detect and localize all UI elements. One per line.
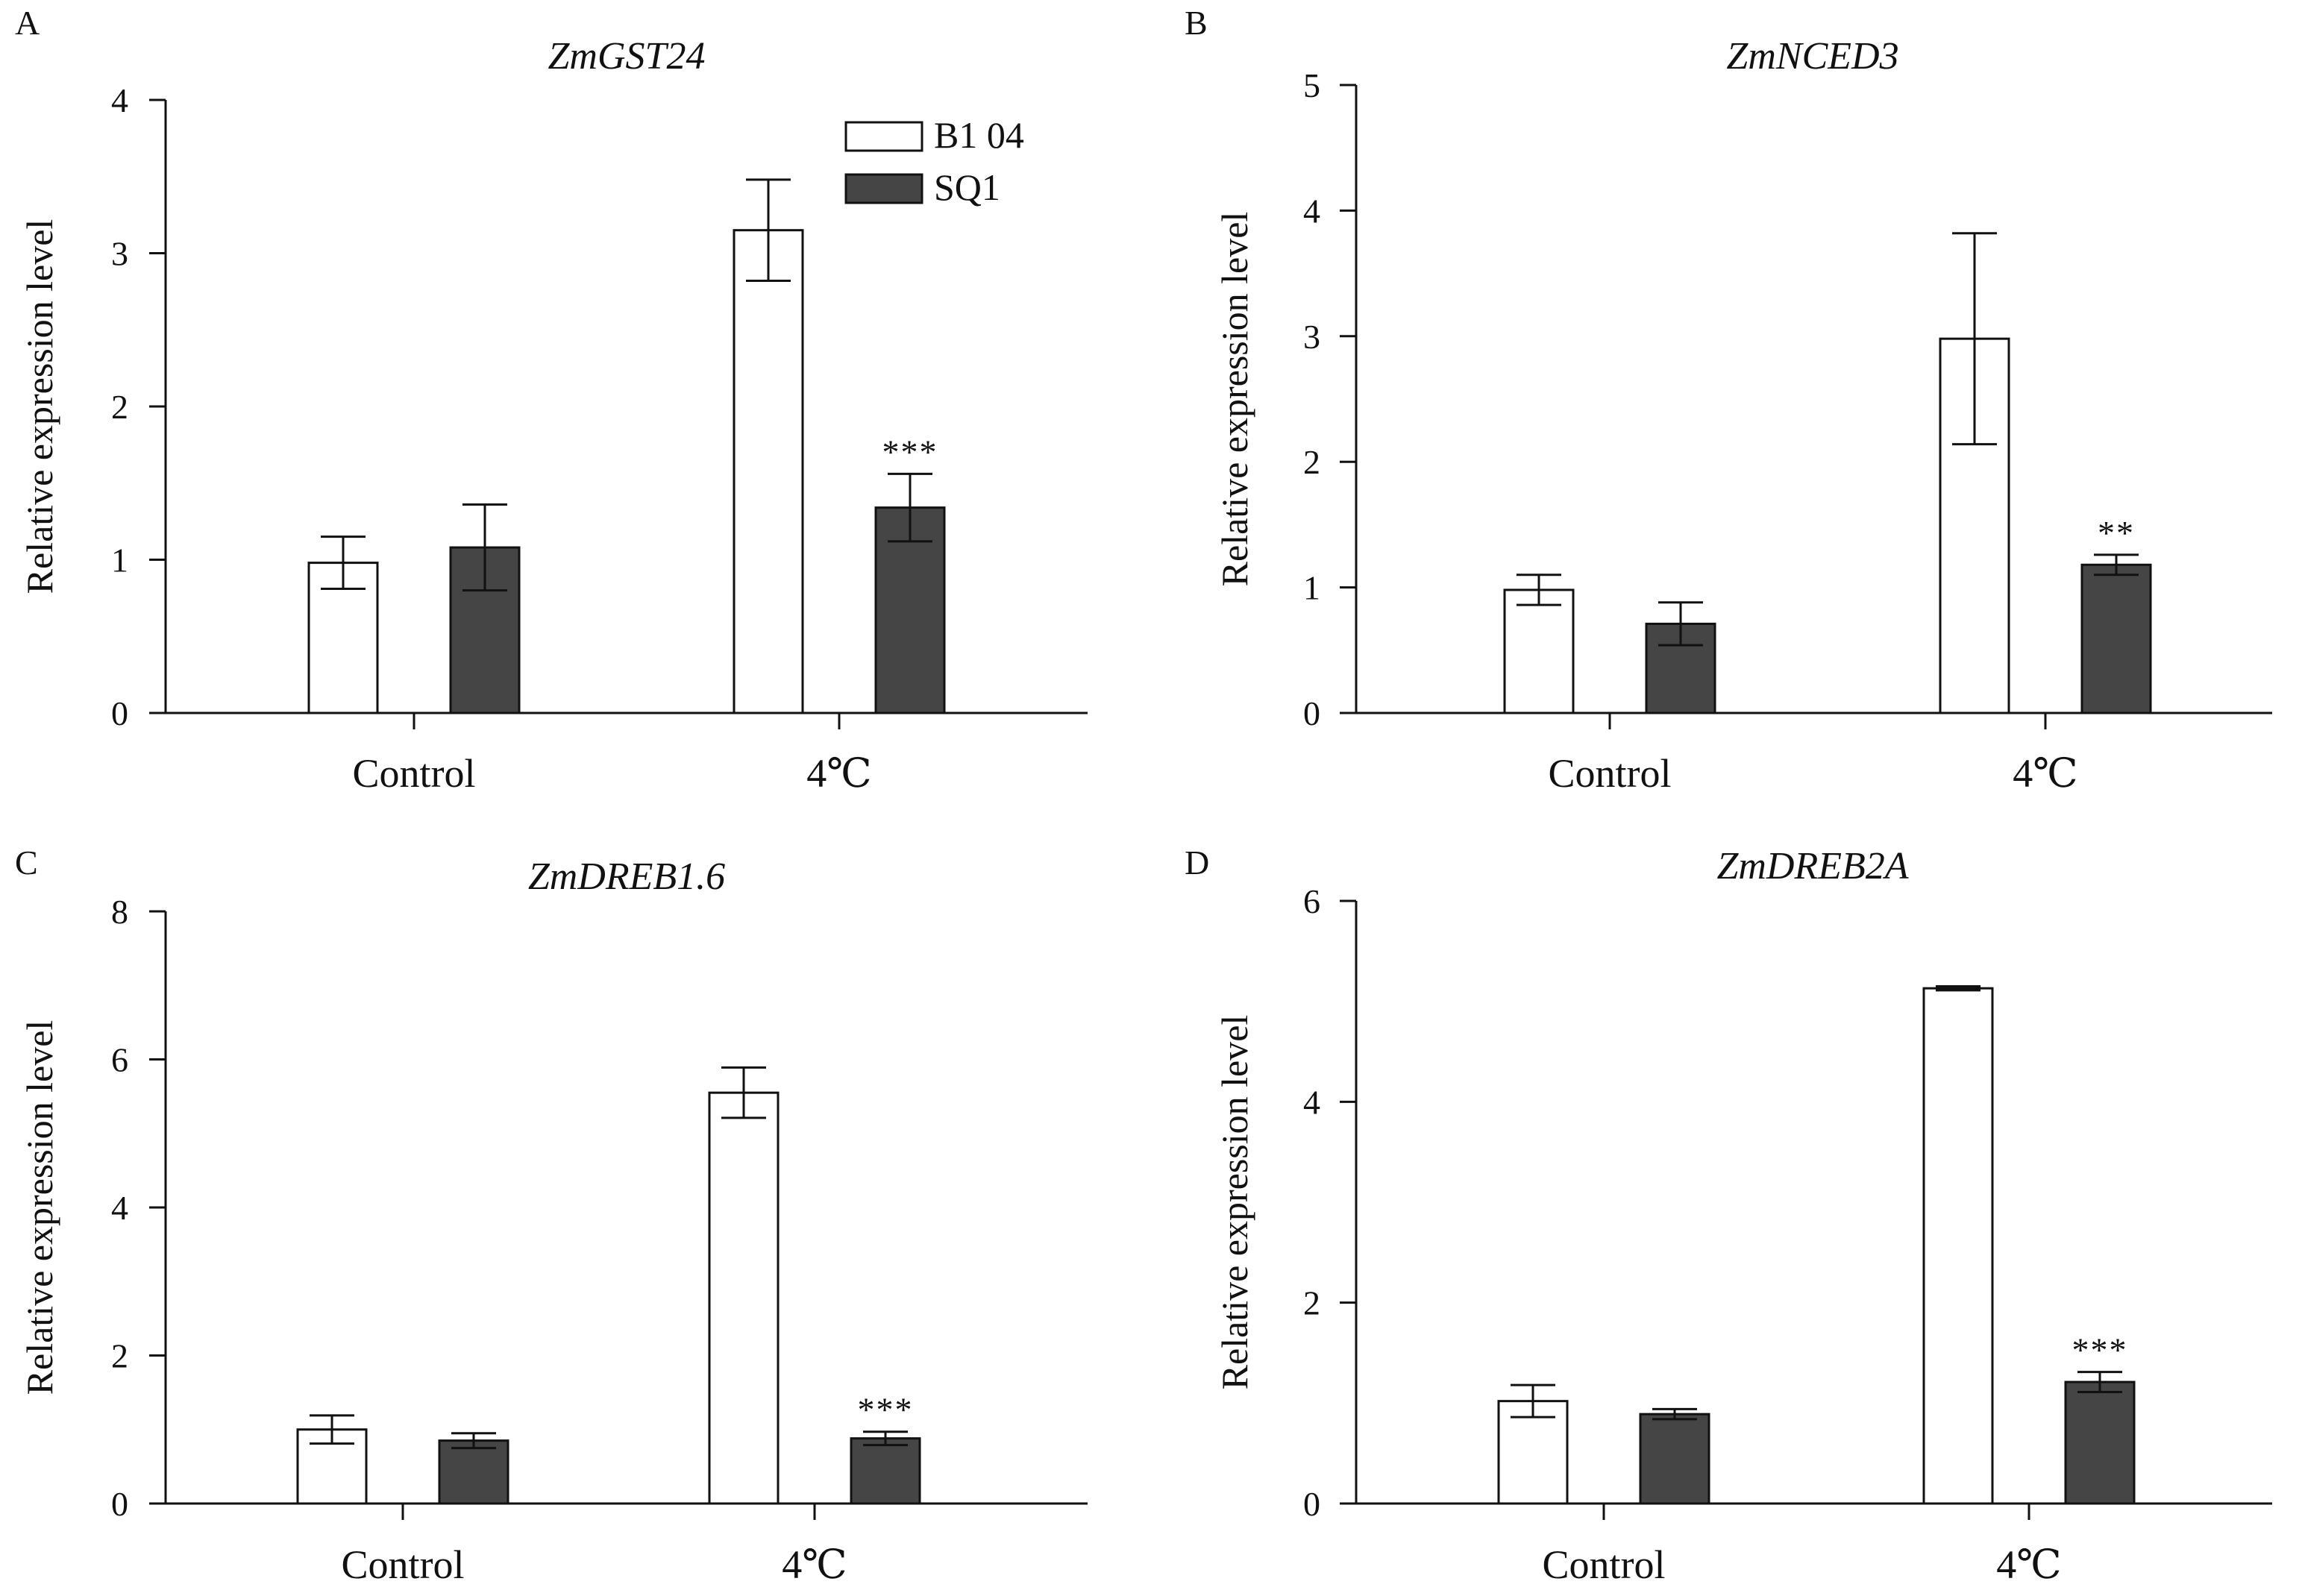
error-bar bbox=[1517, 574, 1561, 606]
y-tick-label: 0 bbox=[111, 1485, 128, 1523]
panel-a: A ZmGST24 0 1 2 3 4 Relative expression level Co… bbox=[15, 4, 1088, 796]
error-bar bbox=[888, 472, 932, 543]
y-tick-label: 0 bbox=[1303, 1485, 1320, 1523]
error-bar bbox=[321, 535, 366, 591]
significance-marker: *** bbox=[2072, 1331, 2128, 1369]
panel-b: B ZmNCED3 0 1 2 3 4 5 Relative expression level C… bbox=[1185, 4, 2272, 796]
error-bar bbox=[2077, 1371, 2122, 1394]
error-bar bbox=[1936, 984, 1980, 992]
y-tick-label: 2 bbox=[111, 1337, 128, 1375]
panel-letter: B bbox=[1185, 4, 1208, 42]
error-bar bbox=[1952, 232, 1997, 446]
significance-marker: *** bbox=[882, 433, 938, 471]
x-category-label: 4℃ bbox=[2013, 751, 2077, 796]
error-bar bbox=[1511, 1383, 1555, 1419]
bar-b104 bbox=[1922, 987, 1994, 1505]
x-category-label: Control bbox=[1542, 1542, 1665, 1587]
bar-b104 bbox=[708, 1091, 780, 1505]
y-tick-label: 6 bbox=[1303, 882, 1320, 920]
panel-letter: A bbox=[15, 4, 40, 42]
legend: B1 04 SQ1 bbox=[844, 114, 1024, 208]
y-tick-label: 6 bbox=[111, 1041, 128, 1079]
error-bar bbox=[721, 1066, 766, 1119]
y-tick-label: 3 bbox=[111, 235, 128, 273]
panel-d: D ZmDREB2A 0 2 4 6 Relative expression level Co… bbox=[1185, 843, 2272, 1587]
significance-marker: *** bbox=[858, 1391, 914, 1429]
y-axis-title: Relative expression level bbox=[1214, 1015, 1255, 1390]
y-axis-title: Relative expression level bbox=[19, 1020, 60, 1395]
chart-title: ZmDREB2A bbox=[1716, 845, 1908, 887]
x-category-label: Control bbox=[352, 751, 475, 796]
y-tick-label: 1 bbox=[111, 541, 128, 579]
error-bar bbox=[2094, 553, 2139, 576]
bar-sq1 bbox=[438, 1439, 509, 1505]
bar-sq1 bbox=[2064, 1380, 2136, 1505]
y-tick-label: 4 bbox=[1303, 192, 1320, 230]
bar-b104 bbox=[1503, 588, 1575, 714]
panel-letter: D bbox=[1185, 843, 1209, 882]
y-tick-label: 4 bbox=[1303, 1083, 1320, 1121]
chart-title: ZmDREB1.6 bbox=[528, 855, 725, 898]
error-bar bbox=[746, 178, 791, 282]
legend-label: SQ1 bbox=[934, 166, 1000, 208]
x-category-label: Control bbox=[1548, 751, 1671, 796]
chart-title: ZmGST24 bbox=[548, 35, 706, 78]
x-category-label: 4℃ bbox=[1996, 1542, 2061, 1587]
legend-swatch bbox=[844, 121, 923, 152]
y-tick-label: 4 bbox=[111, 1189, 128, 1227]
y-tick-label: 2 bbox=[1303, 1284, 1320, 1322]
x-category-label: 4℃ bbox=[806, 751, 871, 796]
chart-title: ZmNCED3 bbox=[1726, 35, 1898, 78]
error-bar bbox=[310, 1414, 354, 1445]
error-bar bbox=[1658, 601, 1703, 647]
legend-label: B1 04 bbox=[934, 114, 1024, 156]
error-bar bbox=[462, 503, 507, 592]
error-bar bbox=[1652, 1407, 1697, 1421]
bar-sq1 bbox=[1639, 1413, 1710, 1505]
bar-b104 bbox=[733, 229, 804, 714]
bar-sq1 bbox=[850, 1437, 921, 1505]
y-tick-label: 0 bbox=[111, 694, 128, 732]
y-tick-label: 0 bbox=[1303, 694, 1320, 732]
legend-swatch bbox=[844, 173, 923, 204]
y-tick-label: 8 bbox=[111, 893, 128, 931]
x-category-label: Control bbox=[341, 1542, 464, 1587]
y-tick-label: 2 bbox=[111, 388, 128, 426]
panel-letter: C bbox=[15, 843, 38, 882]
y-tick-label: 3 bbox=[1303, 318, 1320, 356]
y-tick-label: 4 bbox=[111, 81, 128, 119]
panel-c: C ZmDREB1.6 0 2 4 6 8 Relative expression level… bbox=[15, 843, 1088, 1587]
y-axis-title: Relative expression level bbox=[1214, 212, 1255, 587]
y-axis-title: Relative expression level bbox=[19, 219, 60, 594]
y-tick-label: 5 bbox=[1303, 66, 1320, 104]
significance-marker: ** bbox=[2098, 514, 2135, 552]
y-tick-label: 2 bbox=[1303, 443, 1320, 481]
x-category-label: 4℃ bbox=[782, 1542, 847, 1587]
error-bar bbox=[863, 1430, 908, 1447]
error-bar bbox=[451, 1432, 496, 1450]
y-tick-label: 1 bbox=[1303, 569, 1320, 607]
bar-sq1 bbox=[2080, 563, 2152, 714]
